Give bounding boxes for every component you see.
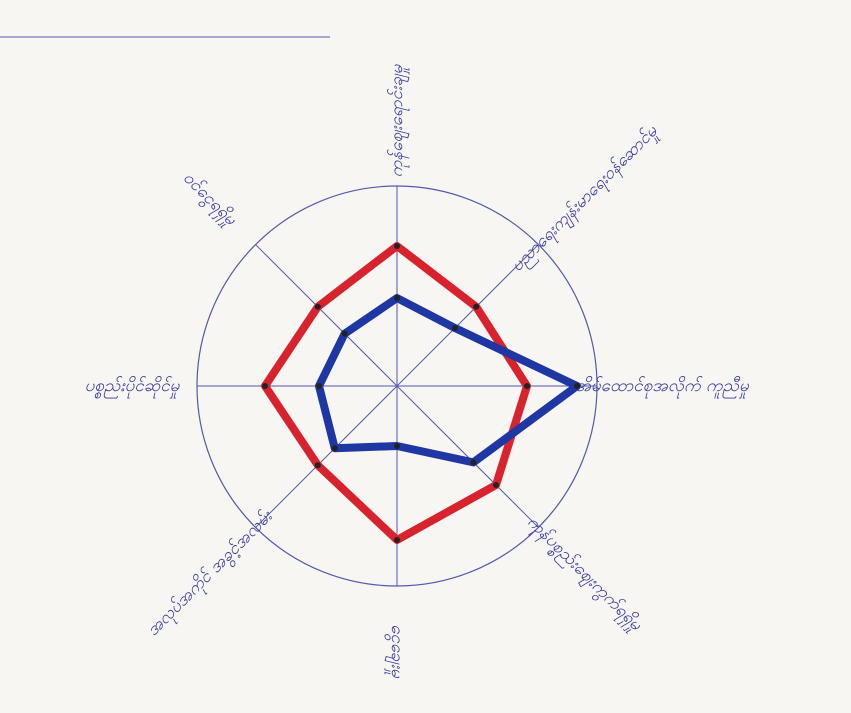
vertex <box>394 537 400 543</box>
vertex <box>314 462 321 469</box>
vertex <box>341 330 348 337</box>
spoke <box>396 385 539 528</box>
axis-label: ကုန်ဈေးရောင်းချမှု <box>387 63 410 177</box>
axis-label: ကုန်ပစ္စည်းဈေးကွက်ရရှိမှု <box>521 512 647 638</box>
vertex <box>394 295 400 301</box>
axis-label: ဝင်ငွေရရှိမှု <box>177 168 241 232</box>
vertex <box>316 383 322 389</box>
spoke <box>396 244 539 387</box>
vertex <box>524 383 530 389</box>
vertex <box>451 325 458 332</box>
series-polygon <box>261 242 531 544</box>
axis-label: အိမ်ထောင်စုအလိုက် ကူညီမှု <box>575 376 750 399</box>
vertex <box>492 481 499 488</box>
vertex <box>262 383 268 389</box>
series-polygon <box>315 294 581 467</box>
axis-label: ငွေချေးမှု <box>384 624 407 679</box>
vertex <box>473 303 480 310</box>
vertex <box>470 459 477 466</box>
vertex <box>574 383 580 389</box>
spoke <box>255 244 398 387</box>
vertex <box>394 243 400 249</box>
axis-label: အလုပ်အကိုင် အခွင့်အလမ်း <box>143 506 280 643</box>
vertex <box>394 443 400 449</box>
vertex <box>331 445 338 452</box>
axis-label: ပညာရေးကျန်းမာရေးဝန်ဆောင်မှု <box>507 121 664 278</box>
spoke <box>255 385 398 528</box>
vertex <box>314 303 321 310</box>
axis-label: ပစ္စည်းပိုင်ဆိုင်မှု <box>85 376 181 399</box>
